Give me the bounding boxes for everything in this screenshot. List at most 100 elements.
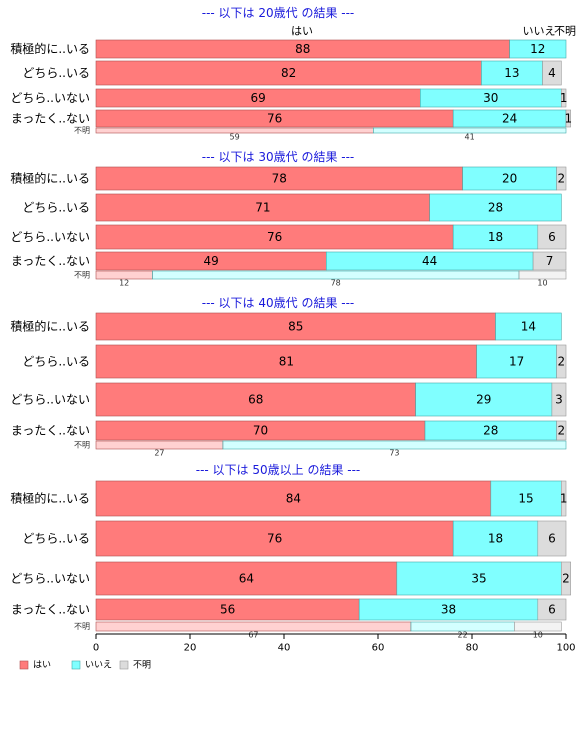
bar-segment: [556, 344, 567, 379]
data-label: 18: [488, 230, 503, 244]
bar-segment: [396, 561, 562, 596]
category-label: どちら..いる: [22, 355, 90, 369]
category-label: 積極的に..いる: [10, 171, 90, 186]
x-tick-label: 100: [556, 643, 575, 654]
data-label: 78: [272, 172, 287, 186]
bar-segment: [372, 127, 567, 134]
data-label: 76: [267, 230, 282, 244]
category-label: まったく..ない: [11, 603, 90, 617]
category-label: どちら..いない: [10, 572, 90, 586]
data-label: 2: [557, 172, 565, 186]
panel-title: --- 以下は 30歳代 の結果 ---: [202, 150, 355, 164]
legend-label: いいえ: [85, 660, 112, 671]
legend-swatch: [71, 660, 81, 670]
category-label: どちら..いる: [22, 66, 90, 80]
data-label: 13: [504, 66, 519, 80]
data-label: 4: [548, 66, 556, 80]
data-label: 78: [331, 279, 341, 288]
bar-segment: [95, 561, 398, 596]
data-label: 71: [255, 201, 270, 215]
data-label: 15: [518, 492, 533, 506]
bar-segment: [542, 60, 562, 86]
data-label: 20: [502, 172, 517, 186]
data-label: 41: [465, 133, 475, 142]
bar-segment: [452, 520, 539, 557]
bar-segment: [537, 224, 567, 250]
data-label: 2: [562, 572, 570, 586]
bar-segment: [556, 166, 567, 191]
category-label: どちら..いる: [22, 532, 90, 546]
bar-segment: [556, 420, 567, 441]
bar-segment: [476, 344, 557, 379]
bar-segment: [222, 440, 567, 450]
data-label: 1: [560, 91, 568, 105]
data-label: 1: [565, 112, 573, 126]
data-label: 38: [441, 603, 456, 617]
category-label: どちら..いない: [10, 393, 90, 407]
bar-segment: [560, 561, 571, 596]
category-label: 不明: [74, 622, 90, 631]
data-label: 10: [537, 279, 547, 288]
bar-segment: [560, 88, 567, 108]
data-label: 7: [546, 254, 554, 268]
legend-label: はい: [33, 660, 51, 671]
x-tick-label: 80: [466, 643, 479, 654]
data-label: 81: [279, 355, 294, 369]
data-label: 29: [476, 393, 491, 407]
legend-swatch: [119, 660, 129, 670]
category-label: 不明: [74, 126, 90, 135]
category-label: どちら..いない: [10, 91, 90, 105]
data-label: 14: [521, 320, 536, 334]
header-unknown: 不明: [554, 25, 576, 38]
data-label: 76: [267, 112, 282, 126]
bar-segment: [429, 193, 562, 222]
category-label: 積極的に..いる: [10, 491, 90, 506]
panel-title: --- 以下は 40歳代 の結果 ---: [202, 296, 355, 310]
data-label: 59: [230, 133, 240, 142]
category-label: 不明: [74, 441, 90, 450]
legend-label: 不明: [133, 660, 151, 671]
data-label: 12: [119, 279, 129, 288]
category-label: まったく..ない: [11, 254, 90, 268]
bar-segment: [95, 344, 478, 379]
bar-segment: [560, 480, 567, 517]
header-no: いいえ: [523, 25, 556, 38]
data-label: 76: [267, 532, 282, 546]
data-label: 84: [286, 492, 301, 506]
data-label: 30: [483, 91, 498, 105]
data-label: 10: [533, 631, 543, 640]
data-label: 35: [471, 572, 486, 586]
category-label: まったく..ない: [11, 112, 90, 126]
legend-swatch: [19, 660, 29, 670]
bar-segment: [95, 60, 482, 86]
data-label: 2: [557, 424, 565, 438]
data-label: 22: [458, 631, 468, 640]
bar-segment: [565, 109, 571, 128]
data-label: 24: [502, 112, 517, 126]
bar-segment: [95, 480, 492, 517]
category-label: まったく..ない: [11, 424, 90, 438]
x-tick-label: 60: [372, 643, 385, 654]
bar-segment: [532, 251, 567, 271]
data-label: 27: [154, 449, 164, 458]
x-tick-label: 0: [93, 643, 99, 654]
data-label: 44: [422, 254, 437, 268]
data-label: 70: [253, 424, 268, 438]
bar-segment: [518, 270, 567, 280]
data-label: 69: [251, 91, 266, 105]
bar-segment: [551, 382, 567, 417]
data-label: 64: [239, 572, 254, 586]
bar-segment: [95, 382, 416, 417]
data-label: 88: [295, 42, 310, 56]
data-label: 1: [560, 492, 568, 506]
bar-segment: [495, 312, 562, 341]
data-label: 6: [548, 230, 556, 244]
x-tick-label: 20: [184, 643, 197, 654]
data-label: 28: [488, 201, 503, 215]
category-label: どちら..いない: [10, 230, 90, 244]
data-label: 49: [204, 254, 219, 268]
data-label: 28: [483, 424, 498, 438]
category-label: どちら..いる: [22, 201, 90, 215]
category-label: 不明: [74, 271, 90, 280]
